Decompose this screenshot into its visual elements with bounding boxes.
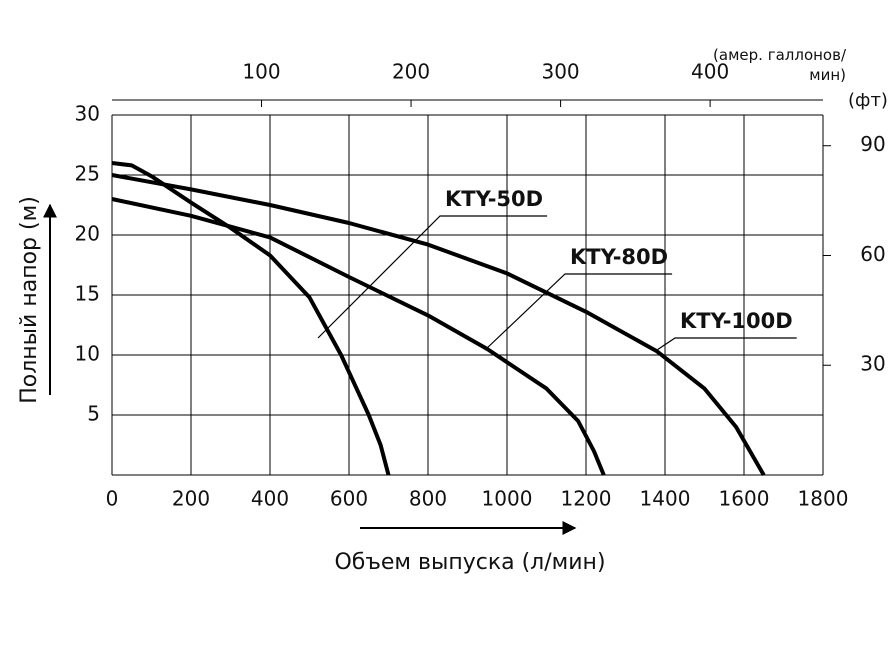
x-tick-label: 1400	[640, 487, 691, 511]
y2-tick-label: 60	[860, 242, 885, 266]
leader-line	[656, 337, 797, 351]
x-tick-label: 0	[106, 487, 119, 511]
y-tick-label: 5	[87, 402, 100, 426]
y-tick-label: 10	[75, 342, 100, 366]
y-tick-label: 20	[75, 222, 100, 246]
x-tick-label: 1600	[719, 487, 770, 511]
y-axis-label: Полный напор (м)	[17, 196, 42, 404]
series-line	[111, 161, 391, 476]
x-tick-label: 600	[330, 487, 368, 511]
x2-axis-label: (амер. галлонов/мин)	[713, 46, 847, 84]
leader-line	[317, 215, 548, 339]
x-tick-label: 1200	[561, 487, 612, 511]
series-label: KTY-80D	[570, 245, 668, 269]
y-tick-label: 15	[75, 282, 100, 306]
y2-tick-label: 30	[860, 352, 885, 376]
x-tick-label: 1800	[798, 487, 849, 511]
y2-tick-label: 90	[860, 132, 885, 156]
x-tick-label: 800	[409, 487, 447, 511]
x-axis-label: Объем выпуска (л/мин)	[334, 550, 605, 575]
x2-tick-label: 400	[691, 60, 729, 84]
leader-line	[484, 273, 673, 351]
series-line	[111, 197, 606, 476]
y2-axis-label: (фт)	[848, 90, 888, 111]
series-line	[111, 173, 766, 476]
x2-tick-label: 300	[541, 60, 579, 84]
series-label: KTY-50D	[445, 187, 543, 211]
y-tick-label: 30	[75, 102, 100, 126]
x-tick-label: 1000	[482, 487, 533, 511]
x2-tick-label: 200	[392, 60, 430, 84]
x-tick-label: 400	[251, 487, 289, 511]
x-tick-label: 200	[172, 487, 210, 511]
series-label: KTY-100D	[680, 309, 793, 333]
x2-tick-label: 100	[242, 60, 280, 84]
y-tick-label: 25	[75, 162, 100, 186]
